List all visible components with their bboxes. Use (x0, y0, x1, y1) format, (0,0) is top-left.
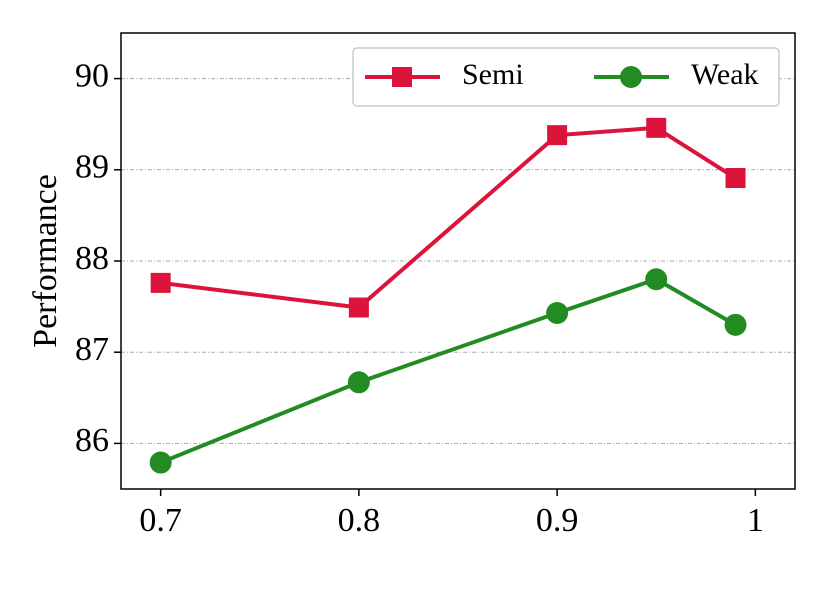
legend-label: Weak (691, 58, 759, 91)
marker (725, 168, 746, 189)
y-tick-label: 90 (75, 57, 109, 94)
y-tick-label: 88 (75, 240, 109, 277)
y-tick-label: 86 (75, 422, 109, 459)
marker (150, 272, 171, 293)
marker (348, 297, 369, 318)
marker (149, 451, 172, 474)
legend-box (352, 47, 780, 107)
marker (646, 117, 667, 138)
marker (546, 301, 569, 324)
marker (724, 313, 747, 336)
y-tick-label: 87 (75, 331, 109, 368)
marker (347, 371, 370, 394)
marker (547, 125, 568, 146)
marker (620, 66, 642, 88)
x-tick-label: 1 (747, 502, 764, 539)
plot-frame (120, 32, 796, 490)
y-tick-label: 89 (75, 149, 109, 186)
y-axis-label: Performance (27, 174, 64, 348)
x-tick-label: 0.7 (139, 502, 182, 539)
legend-label: Semi (462, 58, 524, 91)
x-tick-label: 0.8 (338, 502, 381, 539)
legend: Semi Weak (352, 47, 780, 107)
series-line (159, 277, 737, 465)
marker (392, 67, 412, 87)
x-tick-label: 0.9 (536, 502, 579, 539)
marker (645, 268, 668, 291)
